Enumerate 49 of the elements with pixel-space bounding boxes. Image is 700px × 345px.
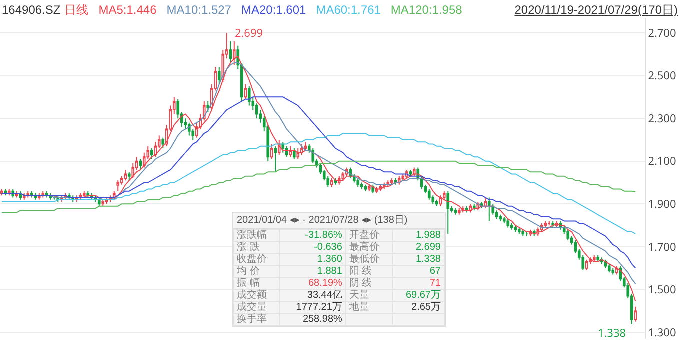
text: 2020/11/19-2021/07/29(170日): [514, 2, 678, 19]
annotation: 成交额: [234, 290, 280, 302]
text: MA5:1.446: [98, 3, 157, 17]
annotation: 71: [392, 278, 444, 290]
annotation: 涨 跌: [234, 242, 280, 254]
annotation: 1.988: [392, 230, 444, 242]
annotation: 阴 线: [346, 278, 392, 290]
annotation: 均 价: [234, 266, 280, 278]
annotation: 振 幅: [234, 278, 280, 290]
annotation: 67: [392, 266, 444, 278]
annotation: 阳 线: [346, 266, 392, 278]
annotation: 2.65万: [392, 302, 444, 314]
annotation: 收盘价: [234, 254, 280, 266]
text: MA60:1.761: [316, 3, 381, 17]
annotation: 1.338: [598, 326, 626, 341]
annotation: 2021/01/04 ◂▸ - 2021/07/28 ◂▸ (138日): [233, 213, 445, 229]
annotation: -0.636: [280, 242, 346, 254]
annotation: 换手率: [234, 314, 280, 326]
annotation: 涨跌幅: [234, 230, 280, 242]
chart-title: 164906.SZ: [2, 3, 61, 17]
text: MA20:1.601: [241, 3, 306, 17]
text: 日线: [64, 3, 89, 17]
annotation: 2.699: [392, 242, 444, 254]
text: MA120:1.958: [390, 3, 462, 17]
annotation: 1.338: [392, 254, 444, 266]
annotation: 2.699: [235, 26, 264, 41]
annotation: 69.67万: [392, 290, 444, 302]
y-tick-label: 1.700: [648, 240, 676, 255]
annotation: 1.881: [280, 266, 346, 278]
annotation: 地量: [346, 302, 392, 314]
annotation: 成交量: [234, 302, 280, 314]
y-tick-label: 2.700: [648, 26, 676, 41]
annotation: 最低价: [346, 254, 392, 266]
y-tick-label: 1.900: [648, 197, 676, 212]
annotation: 天量: [346, 290, 392, 302]
y-tick-label: 1.300: [648, 325, 676, 340]
y-tick-label: 2.500: [648, 68, 676, 84]
text: MA10:1.527: [166, 3, 232, 17]
annotation: 68.19%: [280, 278, 346, 290]
annotation: 开盘价: [346, 230, 392, 242]
y-tick-label: 2.100: [648, 154, 676, 170]
annotation: 最高价: [346, 242, 392, 254]
y-tick-label: 1.500: [648, 282, 676, 298]
y-tick-label: 2.300: [648, 111, 676, 126]
annotation: -31.86%: [280, 230, 346, 242]
annotation: 258.98%: [280, 314, 346, 326]
annotation: 33.44亿: [280, 290, 346, 302]
annotation: 1.360: [280, 254, 346, 266]
annotation: 1777.21万: [280, 302, 346, 314]
